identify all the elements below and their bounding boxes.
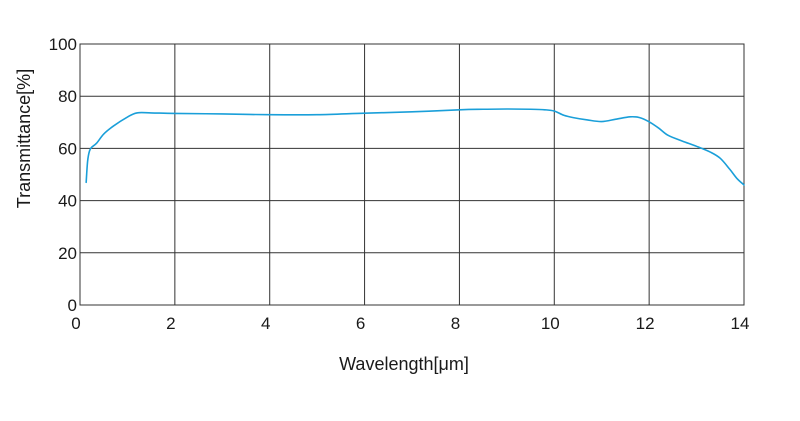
- x-tick-label: 2: [166, 314, 175, 333]
- x-tick-label: 14: [731, 314, 750, 333]
- x-tick-label: 6: [356, 314, 365, 333]
- y-tick-labels: 0 20 40 60 80 100: [49, 35, 77, 315]
- y-tick-label: 80: [58, 87, 77, 106]
- y-tick-label: 60: [58, 139, 77, 158]
- transmittance-series-line: [85, 108, 745, 186]
- x-tick-labels: 0 2 4 6 8 10 12 14: [71, 314, 749, 333]
- y-axis-label: Transmittance[%]: [14, 69, 34, 208]
- x-axis-label: Wavelength[μm]: [339, 354, 469, 374]
- grid-lines: [79, 43, 745, 306]
- x-tick-label: 0: [71, 314, 80, 333]
- y-tick-label: 100: [49, 35, 77, 54]
- x-tick-label: 10: [541, 314, 560, 333]
- x-tick-label: 4: [261, 314, 270, 333]
- plot-frame: [79, 43, 745, 306]
- x-tick-label: 12: [636, 314, 655, 333]
- x-tick-label: 8: [451, 314, 460, 333]
- y-tick-label: 20: [58, 244, 77, 263]
- y-tick-label: 40: [58, 192, 77, 211]
- y-tick-label: 0: [68, 296, 77, 315]
